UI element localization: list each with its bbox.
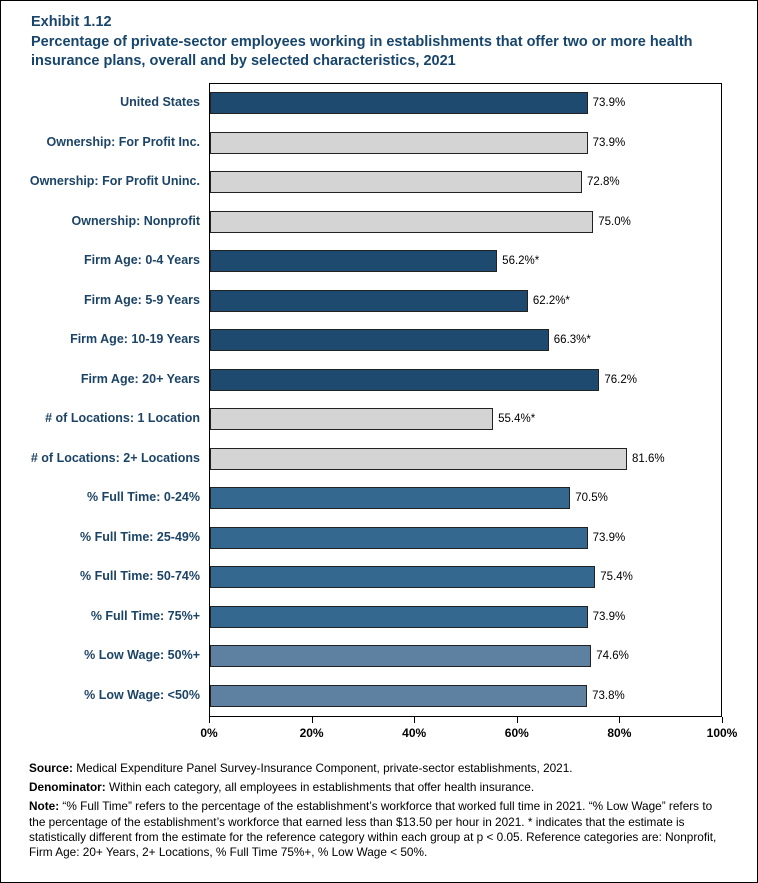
exhibit-number: Exhibit 1.12 xyxy=(31,14,112,30)
bar-row: 56.2%* xyxy=(210,242,721,282)
bar-row: 73.9% xyxy=(210,597,721,637)
bar-value-label: 81.6% xyxy=(631,452,665,465)
category-label: % Low Wage: 50%+ xyxy=(84,648,200,663)
footnotes: Source: Medical Expenditure Panel Survey… xyxy=(1,747,757,861)
axis-tick-label: 60% xyxy=(504,725,529,740)
plot-area: 73.9% 73.9% 72.8% 75.0% 56.2%* 62.2%* 66.3%* 76… xyxy=(209,82,722,717)
denominator-text: Within each category, all employees in e… xyxy=(105,780,535,795)
category-label: Ownership: For Profit Inc. xyxy=(46,134,200,149)
source-text: Medical Expenditure Panel Survey-Insuran… xyxy=(72,760,573,775)
bar-value-label: 75.4% xyxy=(600,571,633,584)
bar-row: 66.3%* xyxy=(210,321,721,361)
bar xyxy=(210,487,571,510)
category-label: % Full Time: 25-49% xyxy=(80,529,200,544)
bar xyxy=(210,92,588,115)
note-label: Note: xyxy=(29,799,60,814)
category-label: # of Locations: 2+ Locations xyxy=(30,450,200,465)
bar-row: 73.9% xyxy=(210,123,721,163)
bar xyxy=(210,289,528,312)
note-text: “% Full Time” refers to the percentage o… xyxy=(29,799,717,860)
bar-row: 72.8% xyxy=(210,163,721,203)
category-label: % Full Time: 0-24% xyxy=(87,490,200,505)
axis-tick xyxy=(414,716,416,723)
axis-tick-label: 0% xyxy=(200,725,218,740)
bar-value-label: 73.9% xyxy=(592,136,626,149)
bar xyxy=(210,210,594,233)
bar xyxy=(210,605,588,628)
bar-value-label: 72.8% xyxy=(587,176,620,189)
category-label: Ownership: For Profit Uninc. xyxy=(29,174,200,189)
note: Note: “% Full Time” refers to the percen… xyxy=(29,799,729,860)
bar-row: 73.8% xyxy=(210,676,721,716)
bar-value-label: 73.8% xyxy=(592,689,625,702)
bar-row: 76.2% xyxy=(210,360,721,400)
header: Exhibit 1.12 Percentage of private-secto… xyxy=(1,1,757,71)
bar xyxy=(210,447,627,470)
bar-value-label: 66.3%* xyxy=(553,334,591,347)
axis-tick-label: 80% xyxy=(607,725,632,740)
bar-value-label: 74.6% xyxy=(596,650,629,663)
bar-row: 75.0% xyxy=(210,202,721,242)
bar-row: 75.4% xyxy=(210,558,721,598)
axis-tick xyxy=(516,716,518,723)
bar xyxy=(210,526,588,549)
bar xyxy=(210,645,592,668)
category-label: # of Locations: 1 Location xyxy=(45,411,200,426)
denominator-note: Denominator: Within each category, all e… xyxy=(29,780,729,795)
axis-tick xyxy=(311,716,313,723)
axis-tick-label: 20% xyxy=(299,725,324,740)
category-axis: United States Ownership: For Profit Inc. O… xyxy=(1,83,209,717)
category-label: % Full Time: 50-74% xyxy=(80,569,200,584)
bar-row: 62.2%* xyxy=(210,281,721,321)
category-label: Firm Age: 5-9 Years xyxy=(83,292,200,307)
chart-title: Percentage of private-sector employees w… xyxy=(31,34,693,69)
bar-row: 81.6% xyxy=(210,439,721,479)
axis-tick-label: 100% xyxy=(706,725,738,740)
axis-tick-label: 40% xyxy=(402,725,427,740)
bar-row: 73.9% xyxy=(210,518,721,558)
bar-row: 55.4%* xyxy=(210,400,721,440)
bar-row: 70.5% xyxy=(210,479,721,519)
bar xyxy=(210,250,498,273)
bar-value-label: 73.9% xyxy=(592,531,626,544)
category-label: % Low Wage: <50% xyxy=(84,687,200,702)
bar-value-label: 73.9% xyxy=(592,97,626,110)
category-label: Firm Age: 20+ Years xyxy=(80,371,200,386)
x-axis: 0% 20% 40% 60% 80% 100% xyxy=(200,716,737,747)
category-label: % Full Time: 75%+ xyxy=(90,608,200,623)
source-note: Source: Medical Expenditure Panel Survey… xyxy=(29,761,729,776)
bar xyxy=(210,408,494,431)
bar xyxy=(210,566,596,589)
bar-value-label: 55.4%* xyxy=(498,413,536,426)
axis-tick xyxy=(209,716,210,723)
source-label: Source: xyxy=(29,760,73,775)
bar xyxy=(210,329,549,352)
bar xyxy=(210,171,582,194)
bar-row: 74.6% xyxy=(210,637,721,677)
axis-tick xyxy=(722,716,723,723)
bar-value-label: 73.9% xyxy=(592,610,626,623)
bar-value-label: 70.5% xyxy=(575,492,608,505)
bar-value-label: 76.2% xyxy=(604,373,637,386)
category-label: United States xyxy=(120,95,200,110)
axis-tick xyxy=(619,716,621,723)
bar xyxy=(210,684,588,707)
category-label: Firm Age: 10-19 Years xyxy=(70,332,200,347)
bar-row: 73.9% xyxy=(210,84,721,124)
bar-value-label: 56.2%* xyxy=(502,255,540,268)
bar-chart: United States Ownership: For Profit Inc. O… xyxy=(1,82,757,717)
bar-value-label: 75.0% xyxy=(598,215,631,228)
bar xyxy=(210,131,588,154)
denominator-label: Denominator: xyxy=(29,780,106,795)
category-label: Ownership: Nonprofit xyxy=(71,213,200,228)
bar-value-label: 62.2%* xyxy=(532,294,570,307)
category-label: Firm Age: 0-4 Years xyxy=(83,253,200,268)
bar xyxy=(210,368,600,391)
